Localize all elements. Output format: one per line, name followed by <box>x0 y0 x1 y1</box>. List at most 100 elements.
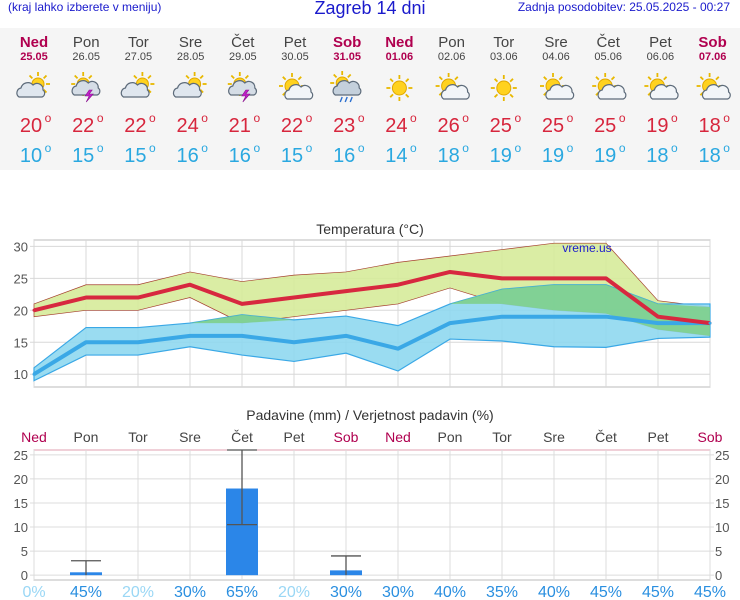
precip-probability: 30% <box>330 584 362 600</box>
data-point <box>604 276 608 280</box>
day-date: 29.05 <box>229 51 257 63</box>
y-tick-label: 15 <box>14 335 28 350</box>
plot-area <box>33 449 711 581</box>
y-tick-label-left: 20 <box>14 472 28 487</box>
temp-min: 19 <box>594 145 616 167</box>
temp-min: 18 <box>698 145 720 167</box>
x-category-label: Ned <box>385 429 411 445</box>
temp-max: 19 <box>646 115 668 137</box>
temp-max: 23 <box>333 115 355 137</box>
temp-max: 20 <box>20 115 42 137</box>
data-point <box>500 276 504 280</box>
temp-min: 14 <box>385 145 407 167</box>
data-point <box>708 321 712 325</box>
day-name: Pet <box>284 34 307 51</box>
temp-max: 24 <box>385 115 407 137</box>
degree-symbol: o <box>97 111 104 125</box>
degree-symbol: o <box>358 111 365 125</box>
temp-max: 25 <box>490 115 512 137</box>
degree-symbol: o <box>723 111 730 125</box>
sunny-icon <box>490 75 517 101</box>
day-name: Tor <box>493 34 514 51</box>
y-tick-label-left: 10 <box>14 520 28 535</box>
temp-min: 18 <box>437 145 459 167</box>
partly-cloudy-icon <box>120 72 155 98</box>
x-category-label: Pon <box>74 429 99 445</box>
data-point <box>240 302 244 306</box>
precip-probability: 30% <box>174 584 206 600</box>
temp-max: 22 <box>124 115 146 137</box>
day-date: 01.06 <box>386 51 414 63</box>
day-name: Ned <box>20 34 48 51</box>
data-point <box>188 334 192 338</box>
location-menu-hint[interactable]: (kraj lahko izberete v meniju) <box>8 0 162 14</box>
sun-cloud-icon <box>592 73 627 100</box>
day-name: Čet <box>597 34 621 51</box>
y-tick-label-left: 25 <box>14 448 28 463</box>
precip-probability: 35% <box>486 584 518 600</box>
precip-probability: 30% <box>382 584 414 600</box>
partly-cloudy-icon <box>16 72 50 98</box>
sun-cloud-icon <box>435 73 470 100</box>
x-category-label: Sre <box>179 429 201 445</box>
degree-symbol: o <box>567 111 574 125</box>
degree-symbol: o <box>410 141 417 155</box>
y-tick-label-right: 25 <box>715 448 729 463</box>
degree-symbol: o <box>462 141 469 155</box>
temp-min: 16 <box>229 145 251 167</box>
degree-symbol: o <box>306 111 313 125</box>
degree-symbol: o <box>149 111 156 125</box>
temp-min: 16 <box>333 145 355 167</box>
degree-symbol: o <box>514 111 521 125</box>
data-point <box>500 315 504 319</box>
day-date: 26.05 <box>72 51 100 63</box>
precip-probability: 40% <box>538 584 570 600</box>
y-tick-label: 30 <box>14 239 28 254</box>
data-point <box>136 340 140 344</box>
day-date: 02.06 <box>438 51 466 63</box>
y-tick-label: 10 <box>14 367 28 382</box>
day-date: 30.05 <box>281 51 309 63</box>
day-name: Ned <box>385 34 413 51</box>
temp-max: 22 <box>72 115 94 137</box>
degree-symbol: o <box>45 111 52 125</box>
data-point <box>32 308 36 312</box>
degree-symbol: o <box>253 141 260 155</box>
temp-max: 21 <box>229 115 251 137</box>
day-name: Čet <box>231 34 255 51</box>
overlap-band <box>34 284 710 368</box>
sunny-icon <box>386 75 413 101</box>
temp-min: 16 <box>176 145 198 167</box>
day-date: 07.06 <box>699 51 727 63</box>
temp-min: 15 <box>72 145 94 167</box>
day-date: 05.06 <box>594 51 622 63</box>
x-category-label: Pet <box>647 429 668 445</box>
precipitation-title: Padavine (mm) / Verjetnost padavin (%) <box>246 407 493 423</box>
tmin-range-band <box>33 284 711 382</box>
sun-cloud-icon <box>644 73 679 100</box>
degree-symbol: o <box>671 111 678 125</box>
precip-probability: 20% <box>278 584 310 600</box>
day-name: Sob <box>333 34 361 51</box>
data-point <box>136 296 140 300</box>
x-category-label: Tor <box>128 429 148 445</box>
data-point <box>656 321 660 325</box>
degree-symbol: o <box>619 141 626 155</box>
temp-min: 18 <box>646 145 668 167</box>
precip-probability: 45% <box>590 584 622 600</box>
data-point <box>656 315 660 319</box>
partly-cloudy-icon <box>172 72 207 98</box>
day-name: Sob <box>698 34 726 51</box>
degree-symbol: o <box>410 111 417 125</box>
watermark: vreme.us <box>562 241 611 255</box>
temp-min: 19 <box>490 145 512 167</box>
y-tick-label-right: 10 <box>715 520 729 535</box>
data-point <box>292 296 296 300</box>
data-point <box>84 296 88 300</box>
day-name: Tor <box>128 34 149 51</box>
